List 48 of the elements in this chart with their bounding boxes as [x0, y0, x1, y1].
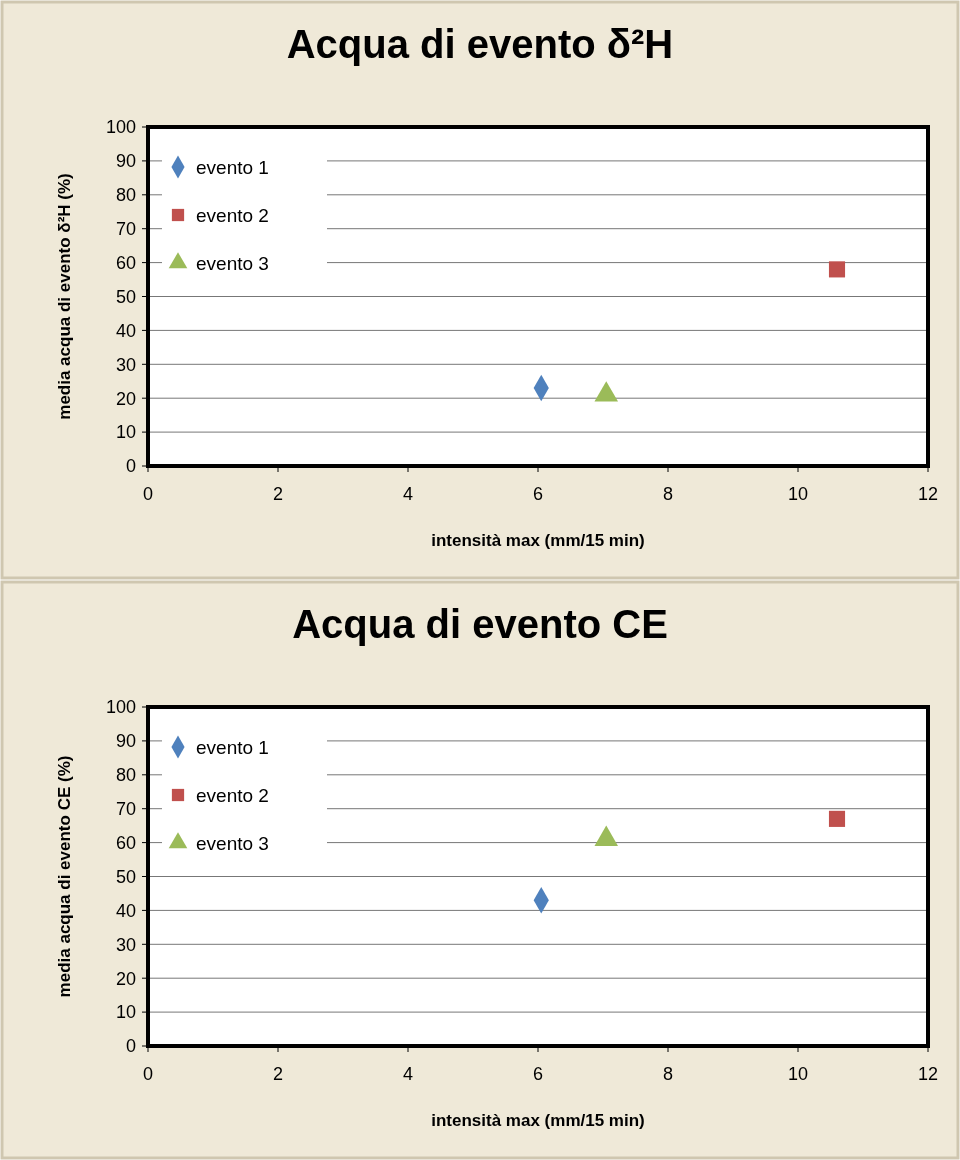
x-tick-label: 10 — [787, 484, 809, 504]
x-tick-label: 12 — [917, 1064, 939, 1084]
y-tick-label: 60 — [115, 832, 136, 853]
legend-label: evento 2 — [196, 784, 269, 806]
y-tick-label: 50 — [115, 866, 136, 887]
x-tick-label: 8 — [662, 1064, 674, 1084]
y-tick-label: 40 — [115, 320, 136, 341]
y-axis-title: media acqua di evento δ²H (%) — [55, 173, 74, 420]
legend-label: evento 3 — [196, 252, 269, 274]
x-tick-label: 2 — [272, 484, 284, 504]
x-tick-label: 4 — [402, 1064, 414, 1084]
y-tick-label: 90 — [115, 151, 136, 172]
x-axis-title: intensità max (mm/15 min) — [431, 531, 645, 550]
y-tick-label: 20 — [115, 388, 136, 409]
legend-label: evento 2 — [196, 204, 269, 226]
x-tick-label: 10 — [787, 1064, 809, 1084]
y-tick-label: 10 — [115, 1002, 136, 1023]
x-tick-label: 6 — [532, 1064, 544, 1084]
y-tick-label: 70 — [115, 219, 136, 239]
chart-title: Acqua di evento δ²H — [286, 22, 674, 66]
y-tick-label: 50 — [115, 286, 136, 307]
legend-label: evento 3 — [196, 832, 269, 854]
chart-title: Acqua di evento CE — [292, 602, 668, 646]
y-tick-label: 10 — [115, 422, 136, 443]
y-tick-label: 0 — [125, 1036, 136, 1057]
y-tick-label: 40 — [115, 900, 136, 921]
y-tick-label: 20 — [115, 968, 136, 989]
y-axis-title: media acqua di evento CE (%) — [55, 755, 74, 998]
y-tick-label: 60 — [115, 252, 136, 273]
y-tick-label: 100 — [105, 117, 136, 138]
x-tick-label: 2 — [272, 1064, 284, 1084]
y-tick-label: 90 — [115, 731, 136, 752]
y-tick-label: 30 — [115, 354, 136, 375]
x-tick-label: 6 — [532, 484, 544, 504]
y-tick-label: 80 — [115, 765, 136, 786]
x-tick-label: 0 — [142, 1064, 154, 1084]
y-tick-label: 70 — [115, 799, 136, 819]
y-tick-label: 30 — [115, 934, 136, 955]
x-tick-label: 0 — [142, 484, 154, 504]
legend-label: evento 1 — [196, 156, 269, 178]
y-tick-label: 100 — [105, 697, 136, 718]
y-tick-label: 0 — [125, 456, 136, 477]
y-tick-label: 80 — [115, 185, 136, 206]
x-tick-label: 4 — [402, 484, 414, 504]
x-tick-label: 12 — [917, 484, 939, 504]
x-axis-title: intensità max (mm/15 min) — [431, 1111, 645, 1130]
legend-label: evento 1 — [196, 736, 269, 758]
x-tick-label: 8 — [662, 484, 674, 504]
